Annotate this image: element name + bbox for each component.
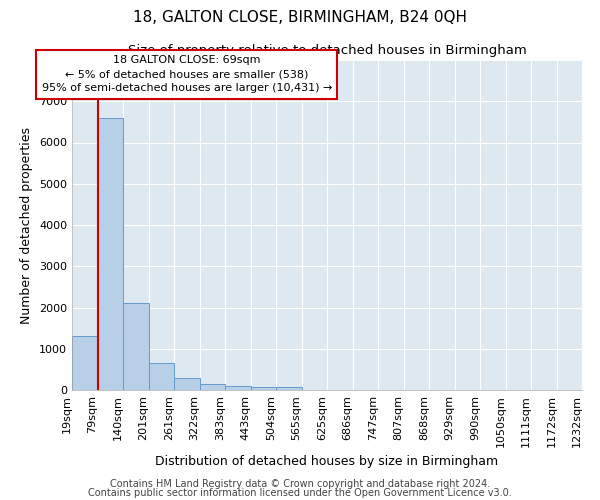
Bar [199,384,225,390]
Bar [251,387,276,390]
Title: Size of property relative to detached houses in Birmingham: Size of property relative to detached ho… [128,44,526,58]
Bar [97,118,123,390]
Bar [174,378,199,390]
Bar [123,304,149,390]
Y-axis label: Number of detached properties: Number of detached properties [20,126,34,324]
Bar [276,387,302,390]
Text: 18 GALTON CLOSE: 69sqm
← 5% of detached houses are smaller (538)
95% of semi-det: 18 GALTON CLOSE: 69sqm ← 5% of detached … [41,56,332,94]
Text: Contains HM Land Registry data © Crown copyright and database right 2024.: Contains HM Land Registry data © Crown c… [110,479,490,489]
Text: 18, GALTON CLOSE, BIRMINGHAM, B24 0QH: 18, GALTON CLOSE, BIRMINGHAM, B24 0QH [133,10,467,25]
Text: Contains public sector information licensed under the Open Government Licence v3: Contains public sector information licen… [88,488,512,498]
Bar [149,363,174,390]
Bar [225,386,251,390]
Bar [72,336,97,390]
X-axis label: Distribution of detached houses by size in Birmingham: Distribution of detached houses by size … [155,455,499,468]
